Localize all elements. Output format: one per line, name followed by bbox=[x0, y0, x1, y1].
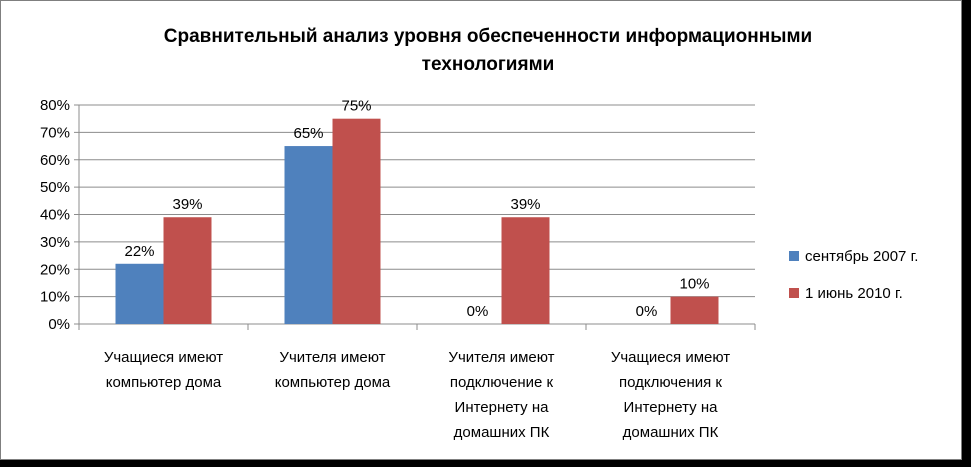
bar bbox=[284, 146, 333, 324]
category-label: Учителя имеют bbox=[279, 349, 385, 366]
chart-frame: Сравнительный анализ уровня обеспеченнос… bbox=[0, 0, 962, 460]
y-tick-label: 50% bbox=[40, 179, 70, 196]
bar bbox=[332, 118, 381, 324]
bar bbox=[670, 296, 719, 324]
y-tick-label: 0% bbox=[48, 316, 70, 333]
bar bbox=[163, 217, 212, 324]
bar bbox=[501, 217, 550, 324]
category-label: подключения к bbox=[619, 374, 722, 391]
category-label: компьютер дома bbox=[275, 374, 391, 391]
chart-title-line-2: технологиями bbox=[422, 54, 555, 75]
data-label: 39% bbox=[172, 196, 202, 213]
y-tick-label: 40% bbox=[40, 207, 70, 224]
y-tick-label: 80% bbox=[40, 97, 70, 114]
y-tick-label: 70% bbox=[40, 124, 70, 141]
category-label: Учащиеся имеют bbox=[104, 349, 223, 366]
data-labels: 22% 39% 65% 75% 0% 39% 0% 10% bbox=[124, 98, 709, 320]
category-label: Интернету на bbox=[624, 399, 719, 416]
x-axis-categories: Учащиеся имеют компьютер дома Учителя имею… bbox=[104, 349, 730, 441]
category-label: Учащиеся имеют bbox=[611, 349, 730, 366]
data-label: 0% bbox=[636, 303, 658, 320]
y-tick-label: 60% bbox=[40, 152, 70, 169]
data-label: 39% bbox=[510, 196, 540, 213]
chart-title-line-1: Сравнительный анализ уровня обеспеченнос… bbox=[164, 26, 812, 47]
category-label: домашних ПК bbox=[623, 424, 719, 441]
y-tick-label: 20% bbox=[40, 261, 70, 278]
legend-label: сентябрь 2007 г. bbox=[805, 248, 918, 265]
chart-canvas: Сравнительный анализ уровня обеспеченнос… bbox=[40, 26, 918, 441]
data-label: 10% bbox=[679, 276, 709, 293]
bar bbox=[115, 263, 164, 324]
category-label: подключение к bbox=[450, 374, 554, 391]
category-label: домашних ПК bbox=[454, 424, 550, 441]
category-label: Интернету на bbox=[455, 399, 550, 416]
data-label: 22% bbox=[124, 243, 154, 260]
category-label: Учителя имеют bbox=[448, 349, 554, 366]
legend: сентябрь 2007 г. 1 июнь 2010 г. bbox=[789, 248, 918, 302]
category-label: компьютер дома bbox=[106, 374, 222, 391]
chart-title: Сравнительный анализ уровня обеспеченнос… bbox=[164, 26, 812, 75]
data-label: 65% bbox=[293, 125, 323, 142]
legend-label: 1 июнь 2010 г. bbox=[805, 285, 903, 302]
data-label: 0% bbox=[467, 303, 489, 320]
legend-swatch bbox=[789, 251, 799, 261]
y-axis-ticks: 0% 10% 20% 30% 40% 50% 60% 70% 80% bbox=[40, 97, 70, 333]
legend-swatch bbox=[789, 288, 799, 298]
bars bbox=[115, 118, 719, 324]
data-label: 75% bbox=[341, 98, 371, 115]
y-tick-label: 10% bbox=[40, 289, 70, 306]
y-tick-label: 30% bbox=[40, 234, 70, 251]
